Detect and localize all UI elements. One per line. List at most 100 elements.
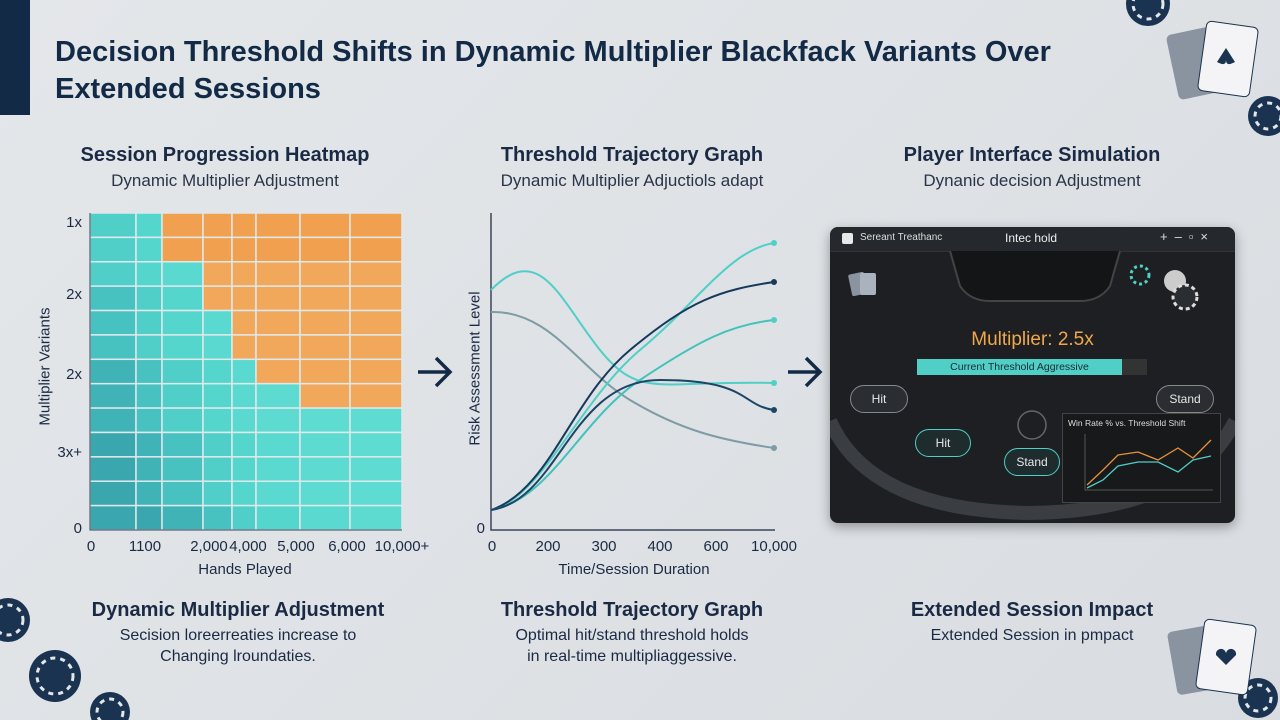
caption-title: Extended Session Impact	[910, 599, 1154, 621]
heatmap-cell	[161, 382, 204, 409]
heatmap-cell	[255, 236, 301, 263]
caption-line: Secision loreerreaties increase to	[119, 627, 357, 644]
heatmap-cell	[299, 480, 351, 507]
mini-chart-plot	[1084, 434, 1213, 491]
title-bar: Sereant Treathanc Intec hold +–▫×	[830, 227, 1235, 252]
hit-button[interactable]: Hit	[915, 429, 971, 457]
heatmap-cell	[135, 334, 163, 361]
heatmap-cell	[202, 212, 233, 239]
heatmap-cell	[135, 382, 163, 409]
heatmap-cell	[135, 358, 163, 385]
heatmap-cell	[255, 358, 301, 385]
heatmap-cell	[135, 456, 163, 482]
heatmap-cell	[89, 382, 137, 409]
y-axis-label: Risk Assessment Level	[466, 291, 484, 446]
app-icon	[842, 233, 853, 244]
window-controls[interactable]: +–▫×	[1160, 229, 1216, 244]
x-tick-label: 0	[487, 538, 497, 555]
line-graph	[490, 213, 777, 531]
heatmap-cell	[202, 236, 233, 263]
heatmap-cell	[89, 504, 137, 531]
heatmap-cell	[161, 309, 204, 336]
y-tick-label: 0	[476, 520, 485, 537]
heatmap-cell	[299, 456, 351, 482]
x-tick-label: 5,000	[277, 538, 315, 555]
heatmap-cell	[299, 236, 351, 263]
heatmap-cell	[231, 285, 257, 312]
axes	[490, 213, 775, 531]
caption-title: Dynamic Multiplier Adjustment	[91, 599, 385, 621]
heatmap-cell	[135, 407, 163, 434]
heatmap-cell	[202, 358, 233, 385]
heatmap-cell	[299, 504, 351, 531]
heatmap-cell	[299, 358, 351, 385]
heatmap-cell	[135, 285, 163, 312]
panel-title: Threshold Trajectory Graph	[500, 144, 764, 166]
curves	[490, 242, 775, 511]
heatmap-cell	[89, 236, 137, 263]
heatmap-cell	[202, 285, 233, 312]
y-axis-label: Multiplier Variants	[36, 307, 54, 426]
heatmap-cell	[299, 431, 351, 458]
heatmap-cell	[202, 456, 233, 482]
heatmap-cell	[161, 504, 204, 531]
caption: Secision loreerreaties increase to Chang…	[48, 625, 428, 667]
window-center-title: Intec hold	[1005, 231, 1058, 245]
heatmap-cell	[135, 261, 163, 287]
heatmap-cell	[255, 382, 301, 409]
heatmap-cell	[349, 334, 403, 361]
heatmap-cell	[202, 480, 233, 507]
stand-button[interactable]: Stand	[1156, 385, 1214, 413]
heatmap-cell	[202, 309, 233, 336]
heatmap-cell	[349, 407, 403, 434]
x-tick-label: 1100	[128, 538, 162, 555]
heatmap-cell	[231, 504, 257, 531]
heatmap-cell	[161, 407, 204, 434]
heatmap-cell	[89, 358, 137, 385]
heatmap-cell	[255, 431, 301, 458]
panel-title: Session Progression Heatmap	[80, 144, 370, 166]
heatmap-cell	[255, 285, 301, 312]
heatmap-cell	[231, 309, 257, 336]
app-window: Sereant Treathanc Intec hold +–▫× Multip…	[830, 227, 1235, 523]
heatmap-cell	[255, 407, 301, 434]
heatmap-cell	[255, 309, 301, 336]
heatmap-cell	[231, 431, 257, 458]
arrow	[418, 356, 453, 388]
heatmap-cell	[255, 261, 301, 287]
heatmap-cell	[161, 212, 204, 239]
hit-button[interactable]: Hit	[850, 385, 908, 413]
heatmap-cell	[202, 504, 233, 531]
heatmap-cell	[161, 431, 204, 458]
stand-button[interactable]: Stand	[1004, 448, 1060, 476]
heatmap-cell	[255, 480, 301, 507]
accent-bar	[0, 0, 30, 115]
heatmap-cell	[299, 334, 351, 361]
x-tick-label: 200	[535, 538, 561, 555]
heatmap-cell	[349, 236, 403, 263]
heatmap-cell	[299, 212, 351, 239]
heatmap-cell	[161, 236, 204, 263]
heatmap-cell	[299, 309, 351, 336]
caption-title: Threshold Trajectory Graph	[500, 599, 764, 621]
heatmap-cell	[349, 504, 403, 531]
heatmap-cell	[231, 407, 257, 434]
heatmap-cell	[231, 456, 257, 482]
y-tick-label: 0	[73, 520, 82, 537]
y-tick-label: 2x	[66, 286, 82, 303]
heatmap-cell	[255, 334, 301, 361]
heatmap-cell	[202, 431, 233, 458]
cards	[1166, 20, 1259, 696]
heatmap-cell	[349, 285, 403, 312]
heatmap-cell	[135, 212, 163, 239]
y-tick-label: 2x	[66, 366, 82, 383]
heatmap-cell	[161, 334, 204, 361]
heatmap-cell	[89, 334, 137, 361]
x-axis-label: Hands Played	[198, 561, 292, 578]
x-tick-label: 300	[591, 538, 617, 555]
heatmap-cell	[89, 261, 137, 287]
heatmap-cell	[89, 309, 137, 336]
heatmap-cell	[135, 431, 163, 458]
heatmap-cell	[299, 382, 351, 409]
x-tick-label: 6,000	[328, 538, 366, 555]
